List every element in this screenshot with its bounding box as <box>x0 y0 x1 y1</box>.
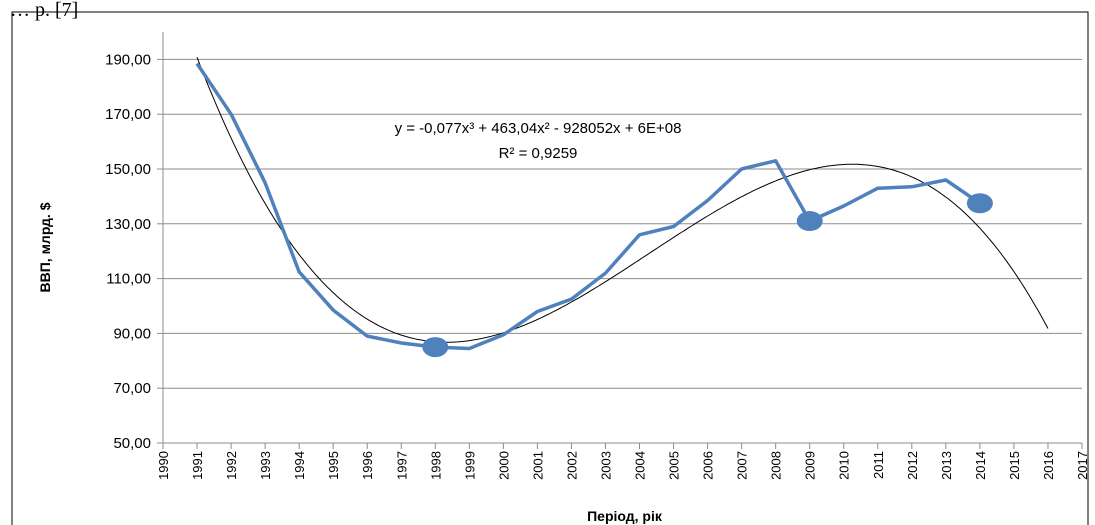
x-tick-label: 1993 <box>258 451 273 480</box>
x-tick-label: 2003 <box>598 451 613 480</box>
highlight-point <box>422 337 449 358</box>
x-tick-label: 1990 <box>156 451 171 480</box>
highlight-point <box>966 193 993 214</box>
trendline <box>196 57 1049 343</box>
x-tick-label: 2015 <box>1007 451 1022 480</box>
x-tick-label: 2013 <box>939 451 954 480</box>
series-line <box>195 62 981 351</box>
x-tick-label: 2007 <box>735 451 750 480</box>
x-tick-label: 2016 <box>1041 451 1056 480</box>
x-tick-label: 1998 <box>428 451 443 480</box>
x-tick-label: 1991 <box>190 451 205 480</box>
x-tick-label: 1994 <box>292 451 307 480</box>
x-tick-label: 2012 <box>905 451 920 480</box>
series-line-path <box>195 62 981 351</box>
y-tick-labels: 50,00 70,00 90,00 110,00 130,00 150,00 170,00 1… <box>105 51 151 452</box>
x-tick-label: 2010 <box>837 451 852 480</box>
x-tick-label: 2009 <box>803 451 818 480</box>
y-tick-label: 70,00 <box>113 380 151 397</box>
x-tick-label: 2006 <box>701 451 716 480</box>
x-axis-title: Період, рік <box>587 508 663 524</box>
x-tick-label: 1995 <box>326 451 341 480</box>
x-tick-label: 1992 <box>224 451 239 480</box>
y-tick-label: 150,00 <box>105 161 151 178</box>
x-tick-label: 1999 <box>462 451 477 480</box>
x-tick-label: 1997 <box>394 451 409 480</box>
x-tick-label: 1996 <box>360 451 375 480</box>
x-tick-label: 2004 <box>633 451 648 480</box>
x-tick-label: 2000 <box>496 451 511 480</box>
y-tick-label: 190,00 <box>105 51 151 68</box>
y-tick-label: 90,00 <box>113 325 151 342</box>
x-tick-label: 2008 <box>769 451 784 480</box>
trendline-path <box>196 57 1049 343</box>
highlight-point <box>796 211 823 232</box>
trendline-equation: y = -0,077x³ + 463,04x² - 928052x + 6E+0… <box>395 120 682 137</box>
trendline-r-squared: R² = 0,9259 <box>499 145 578 162</box>
y-tick-label: 50,00 <box>113 435 151 452</box>
x-tick-label: 2002 <box>564 451 579 480</box>
x-tick-labels: 1990 1991 1992 1993 1994 1995 1996 1997 1998 1999… <box>156 451 1090 480</box>
x-tick-label: 2011 <box>871 451 886 479</box>
x-tick-label: 2014 <box>973 451 988 480</box>
y-tick-label: 170,00 <box>105 106 151 123</box>
x-tick-label: 2005 <box>667 451 682 480</box>
chart-frame <box>11 11 1089 525</box>
grid-lines <box>157 58 1082 444</box>
y-axis-title: ВВП, млрд. $ <box>37 202 53 292</box>
highlight-markers <box>422 193 993 358</box>
x-tick-label: 2017 <box>1075 451 1090 480</box>
axes <box>162 32 1083 449</box>
x-tick-label: 2001 <box>530 451 545 480</box>
header-fragment: … р. [7] <box>10 0 78 21</box>
y-tick-label: 110,00 <box>106 271 151 288</box>
y-tick-label: 130,00 <box>105 216 151 233</box>
